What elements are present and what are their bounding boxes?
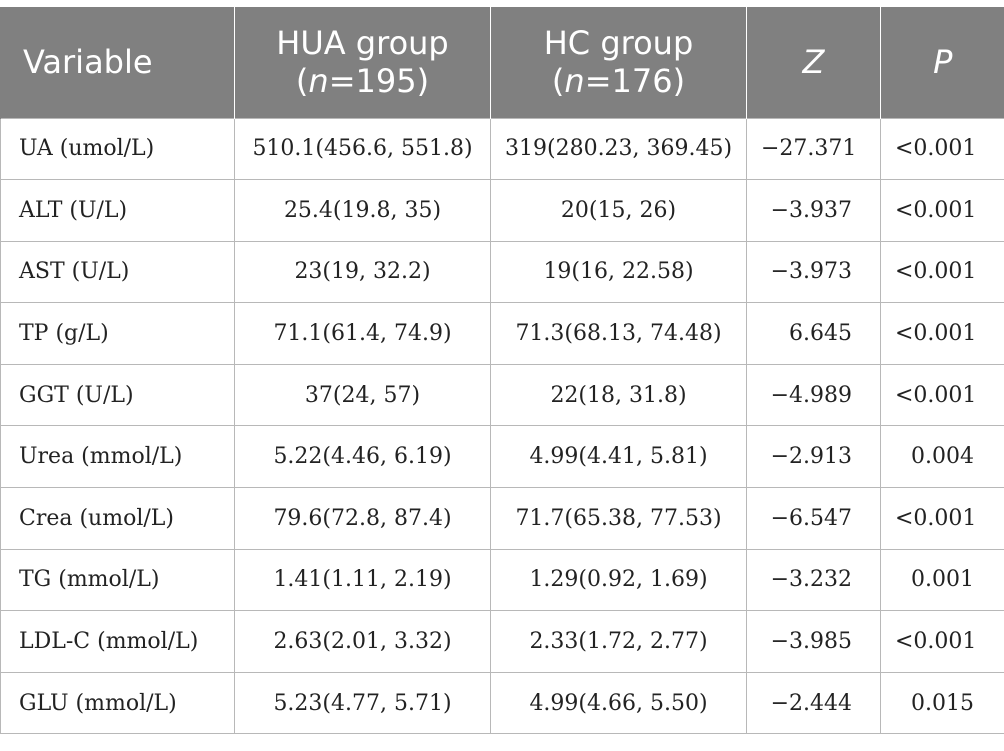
cell-hc: 4.99(4.41, 5.81): [490, 425, 747, 489]
cell-variable: TG (mmol/L): [0, 548, 235, 612]
table-body: UA (umol/L) 510.1(456.6, 551.8) 319(280.…: [0, 117, 1004, 735]
header-z: Z: [746, 7, 881, 118]
cell-variable: AST (U/L): [0, 240, 235, 304]
cell-variable: Urea (mmol/L): [0, 425, 235, 489]
cell-hua: 25.4(19.8, 35): [234, 179, 491, 242]
header-hua-count: (n=195): [295, 62, 430, 101]
cell-z: −3.985: [746, 610, 881, 673]
cell-p: <0.001: [880, 302, 1004, 365]
header-p-label: P: [933, 43, 953, 82]
table-row: AST (U/L) 23(19, 32.2) 19(16, 22.58) −3.…: [0, 240, 1004, 304]
cell-p: 0.015: [880, 671, 1004, 735]
cell-variable: GLU (mmol/L): [0, 671, 235, 735]
cell-hua: 5.23(4.77, 5.71): [234, 671, 491, 735]
cell-hua: 23(19, 32.2): [234, 240, 491, 304]
table-row: Crea (umol/L) 79.6(72.8, 87.4) 71.7(65.3…: [0, 487, 1004, 550]
cell-p: <0.001: [880, 363, 1004, 427]
cell-z: 6.645: [746, 302, 881, 365]
cell-z: −3.232: [746, 548, 881, 612]
cell-variable: TP (g/L): [0, 302, 235, 365]
table-row: LDL-C (mmol/L) 2.63(2.01, 3.32) 2.33(1.7…: [0, 610, 1004, 673]
cell-hc: 2.33(1.72, 2.77): [490, 610, 747, 673]
cell-hua: 79.6(72.8, 87.4): [234, 487, 491, 550]
cell-hua: 1.41(1.11, 2.19): [234, 548, 491, 612]
cell-z: −3.937: [746, 179, 881, 242]
header-p: P: [880, 7, 1004, 118]
cell-variable: GGT (U/L): [0, 363, 235, 427]
header-variable-label: Variable: [23, 43, 153, 82]
table-row: UA (umol/L) 510.1(456.6, 551.8) 319(280.…: [0, 117, 1004, 181]
table-row: GGT (U/L) 37(24, 57) 22(18, 31.8) −4.989…: [0, 363, 1004, 427]
cell-variable: UA (umol/L): [0, 117, 235, 181]
cell-hua: 510.1(456.6, 551.8): [234, 117, 491, 181]
cell-z: −3.973: [746, 240, 881, 304]
cell-p: 0.001: [880, 548, 1004, 612]
cell-hua: 37(24, 57): [234, 363, 491, 427]
comparison-table: Variable HUA group (n=195) HC group (n=1…: [0, 7, 1004, 735]
cell-hc: 71.7(65.38, 77.53): [490, 487, 747, 550]
cell-hua: 5.22(4.46, 6.19): [234, 425, 491, 489]
header-variable: Variable: [0, 7, 235, 118]
header-hua-title: HUA group: [276, 24, 449, 63]
header-hua-group: HUA group (n=195): [234, 7, 491, 118]
cell-hc: 22(18, 31.8): [490, 363, 747, 427]
cell-p: <0.001: [880, 610, 1004, 673]
header-hc-count: (n=176): [551, 62, 686, 101]
cell-p: <0.001: [880, 240, 1004, 304]
cell-variable: LDL-C (mmol/L): [0, 610, 235, 673]
cell-variable: ALT (U/L): [0, 179, 235, 242]
table-row: GLU (mmol/L) 5.23(4.77, 5.71) 4.99(4.66,…: [0, 671, 1004, 735]
cell-z: −27.371: [746, 117, 881, 181]
cell-z: −2.444: [746, 671, 881, 735]
cell-hc: 71.3(68.13, 74.48): [490, 302, 747, 365]
cell-p: <0.001: [880, 117, 1004, 181]
header-hc-count-value: =176): [584, 62, 686, 101]
cell-p: <0.001: [880, 179, 1004, 242]
cell-z: −6.547: [746, 487, 881, 550]
cell-hc: 20(15, 26): [490, 179, 747, 242]
cell-z: −2.913: [746, 425, 881, 489]
table-row: Urea (mmol/L) 5.22(4.46, 6.19) 4.99(4.41…: [0, 425, 1004, 489]
table-row: TG (mmol/L) 1.41(1.11, 2.19) 1.29(0.92, …: [0, 548, 1004, 612]
cell-hua: 71.1(61.4, 74.9): [234, 302, 491, 365]
header-row: Variable HUA group (n=195) HC group (n=1…: [0, 7, 1004, 118]
header-hc-title: HC group: [543, 24, 694, 63]
header-z-label: Z: [802, 43, 825, 82]
cell-hua: 2.63(2.01, 3.32): [234, 610, 491, 673]
cell-hc: 19(16, 22.58): [490, 240, 747, 304]
cell-z: −4.989: [746, 363, 881, 427]
table-header: Variable HUA group (n=195) HC group (n=1…: [0, 7, 1004, 118]
header-hc-n: n: [564, 62, 585, 101]
cell-hc: 4.99(4.66, 5.50): [490, 671, 747, 735]
cell-hc: 1.29(0.92, 1.69): [490, 548, 747, 612]
cell-hc: 319(280.23, 369.45): [490, 117, 747, 181]
header-hc-group: HC group (n=176): [490, 7, 747, 118]
cell-p: <0.001: [880, 487, 1004, 550]
cell-variable: Crea (umol/L): [0, 487, 235, 550]
cell-p: 0.004: [880, 425, 1004, 489]
table-row: TP (g/L) 71.1(61.4, 74.9) 71.3(68.13, 74…: [0, 302, 1004, 365]
header-hua-n: n: [308, 62, 329, 101]
table-row: ALT (U/L) 25.4(19.8, 35) 20(15, 26) −3.9…: [0, 179, 1004, 242]
header-hua-count-value: =195): [328, 62, 430, 101]
